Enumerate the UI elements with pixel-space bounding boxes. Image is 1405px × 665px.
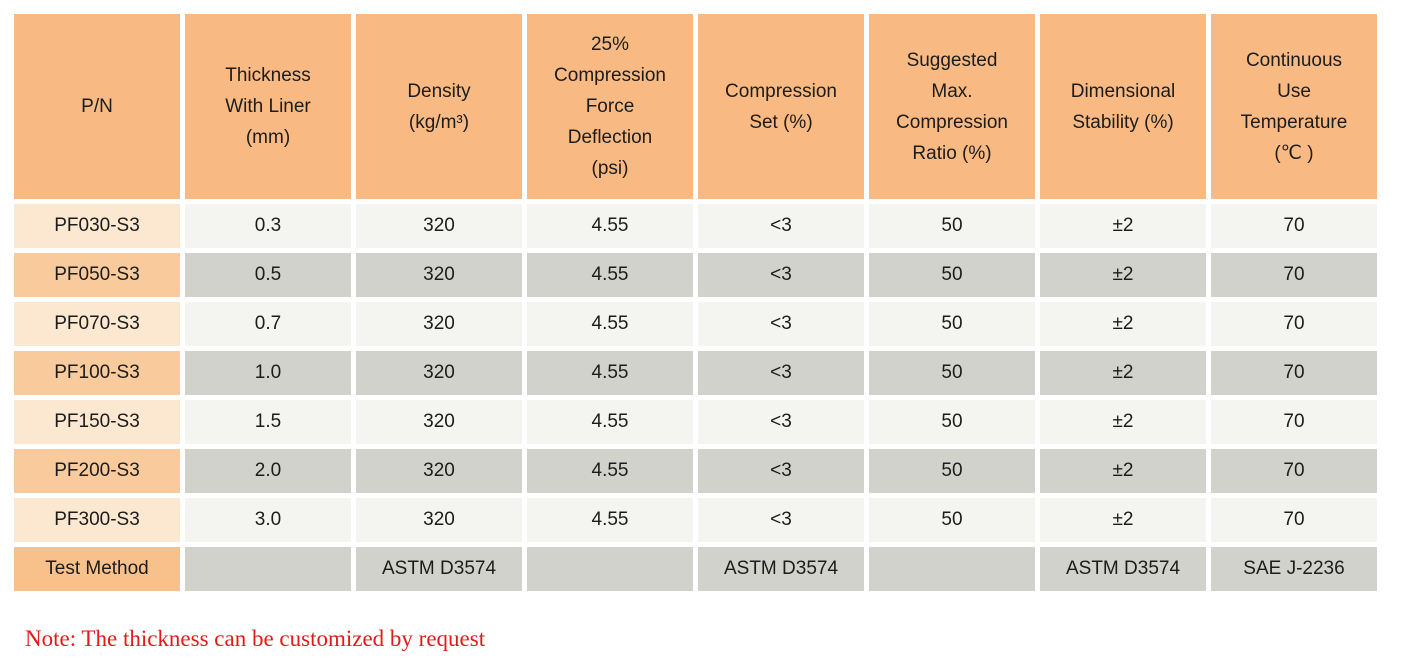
table-cell: 320 [356,204,522,248]
table-cell [185,547,351,591]
note-text: Note: The thickness can be customized by… [25,626,486,651]
table-cell: <3 [698,302,864,346]
table-cell: 320 [356,449,522,493]
table-cell: 70 [1211,498,1377,542]
column-header-thickness: Thickness With Liner (mm) [185,14,351,199]
table-cell: ±2 [1040,253,1206,297]
table-cell: ±2 [1040,302,1206,346]
table-cell: 4.55 [527,449,693,493]
table-cell: 70 [1211,204,1377,248]
table-cell: 3.0 [185,498,351,542]
table-cell: 50 [869,253,1035,297]
table-cell [527,547,693,591]
table-cell: ±2 [1040,449,1206,493]
table-cell: 50 [869,498,1035,542]
table-cell: ASTM D3574 [1040,547,1206,591]
table-row: PF100-S3 1.0 320 4.55 <3 50 ±2 70 [14,351,1377,395]
column-header-density: Density (kg/m³) [356,14,522,199]
table-cell: 70 [1211,400,1377,444]
row-pn: PF150-S3 [14,400,180,444]
column-header-compression-set: Compression Set (%) [698,14,864,199]
table-cell: 320 [356,302,522,346]
table-row: PF070-S3 0.7 320 4.55 <3 50 ±2 70 [14,302,1377,346]
table-row: PF150-S3 1.5 320 4.55 <3 50 ±2 70 [14,400,1377,444]
table-cell: 2.0 [185,449,351,493]
table-cell: ±2 [1040,400,1206,444]
table-cell: 50 [869,351,1035,395]
table-row: PF030-S3 0.3 320 4.55 <3 50 ±2 70 [14,204,1377,248]
table-cell: 4.55 [527,498,693,542]
table-cell: <3 [698,204,864,248]
table-cell: 4.55 [527,302,693,346]
table-cell: 4.55 [527,204,693,248]
row-pn: PF050-S3 [14,253,180,297]
table-cell: 0.5 [185,253,351,297]
column-header-continuous-use-temperature: Continuous Use Temperature (℃ ) [1211,14,1377,199]
row-pn: PF200-S3 [14,449,180,493]
row-pn: PF030-S3 [14,204,180,248]
table-cell: 320 [356,400,522,444]
table-cell: 50 [869,302,1035,346]
header-row: P/N Thickness With Liner (mm) Density (k… [14,14,1377,199]
table-cell: 0.7 [185,302,351,346]
table-cell: 320 [356,351,522,395]
table-cell: <3 [698,498,864,542]
row-pn: PF100-S3 [14,351,180,395]
column-header-dimensional-stability: Dimensional Stability (%) [1040,14,1206,199]
table-cell: <3 [698,351,864,395]
column-header-compression-force-deflection: 25% Compression Force Deflection (psi) [527,14,693,199]
table-row: PF050-S3 0.5 320 4.55 <3 50 ±2 70 [14,253,1377,297]
column-header-max-compression-ratio: Suggested Max. Compression Ratio (%) [869,14,1035,199]
table-row: PF200-S3 2.0 320 4.55 <3 50 ±2 70 [14,449,1377,493]
table-cell: <3 [698,253,864,297]
table-cell: ±2 [1040,498,1206,542]
table-cell: <3 [698,400,864,444]
table-cell: <3 [698,449,864,493]
table-cell [869,547,1035,591]
table-cell: 320 [356,498,522,542]
row-pn: PF300-S3 [14,498,180,542]
table-cell: SAE J-2236 [1211,547,1377,591]
table-row: PF300-S3 3.0 320 4.55 <3 50 ±2 70 [14,498,1377,542]
table-cell: 70 [1211,351,1377,395]
table-cell: 1.5 [185,400,351,444]
table-cell: 50 [869,449,1035,493]
table-cell: 50 [869,400,1035,444]
row-pn: PF070-S3 [14,302,180,346]
table-cell: 4.55 [527,351,693,395]
table-cell: 0.3 [185,204,351,248]
test-method-row: Test Method ASTM D3574 ASTM D3574 ASTM D… [14,547,1377,591]
table-cell: ±2 [1040,204,1206,248]
table-cell: ±2 [1040,351,1206,395]
table-cell: 1.0 [185,351,351,395]
column-header-pn: P/N [14,14,180,199]
table-cell: ASTM D3574 [698,547,864,591]
table-cell: 4.55 [527,253,693,297]
table-cell: 50 [869,204,1035,248]
spec-table: P/N Thickness With Liner (mm) Density (k… [9,9,1382,596]
table-cell: 4.55 [527,400,693,444]
table-cell: 70 [1211,449,1377,493]
test-method-label: Test Method [14,547,180,591]
table-cell: 70 [1211,302,1377,346]
table-cell: 70 [1211,253,1377,297]
table-cell: ASTM D3574 [356,547,522,591]
table-cell: 320 [356,253,522,297]
